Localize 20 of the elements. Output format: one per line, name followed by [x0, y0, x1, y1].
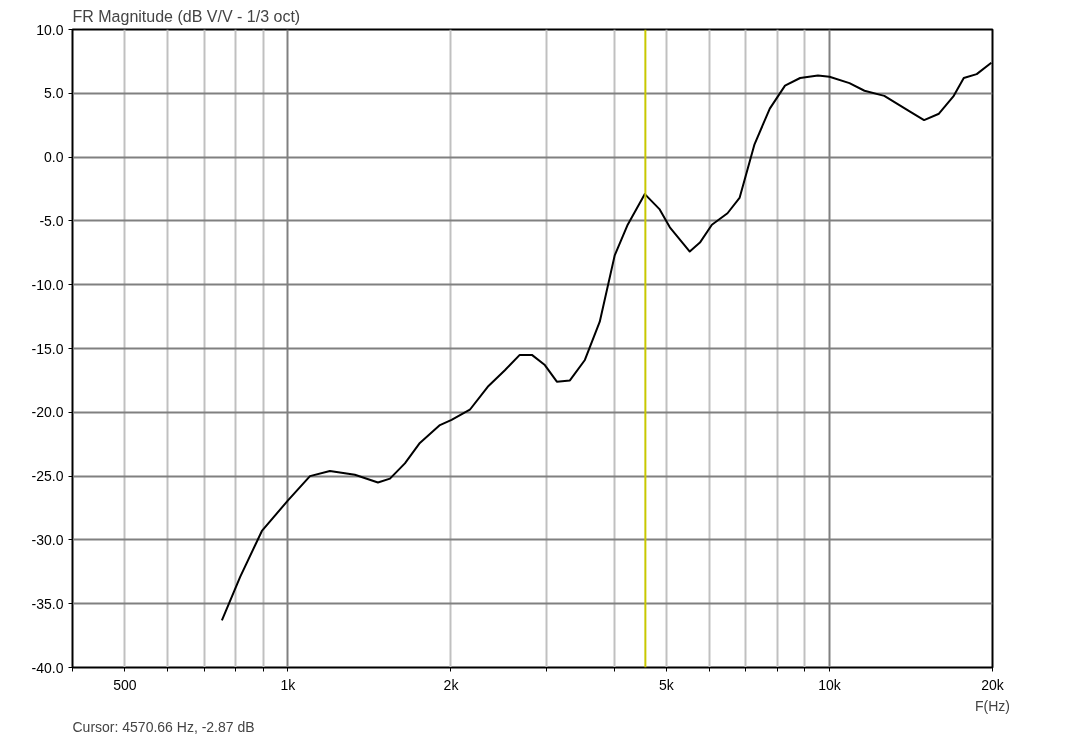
- y-tick-label: 10.0: [36, 21, 64, 38]
- y-tick-label: -30.0: [31, 531, 64, 548]
- y-tick-label: -5.0: [39, 212, 64, 229]
- y-tick-label: -35.0: [31, 595, 64, 612]
- y-tick-label: -10.0: [31, 276, 64, 293]
- y-tick-label: 0.0: [44, 149, 64, 166]
- text: Cursor: 4570.66 Hz, -2.87 dB: [72, 718, 255, 734]
- x-tick-label: 20k: [981, 676, 1005, 693]
- x-tick-label: 500: [113, 676, 137, 693]
- x-tick-label: 1k: [280, 676, 297, 693]
- y-tick-label: 5.0: [44, 85, 64, 102]
- y-tick-label: -20.0: [31, 404, 64, 421]
- y-tick-label: -40.0: [31, 659, 64, 676]
- x-tick-label: 2k: [443, 676, 460, 693]
- x-tick-label: 10k: [818, 676, 842, 693]
- x-axis-title: F(Hz): [975, 697, 1011, 714]
- chart-title: FR Magnitude (dB V/V - 1/3 oct): [72, 7, 301, 25]
- y-tick-label: -25.0: [31, 468, 64, 485]
- y-tick-label: -15.0: [31, 340, 64, 357]
- x-tick-label: 5k: [659, 676, 675, 693]
